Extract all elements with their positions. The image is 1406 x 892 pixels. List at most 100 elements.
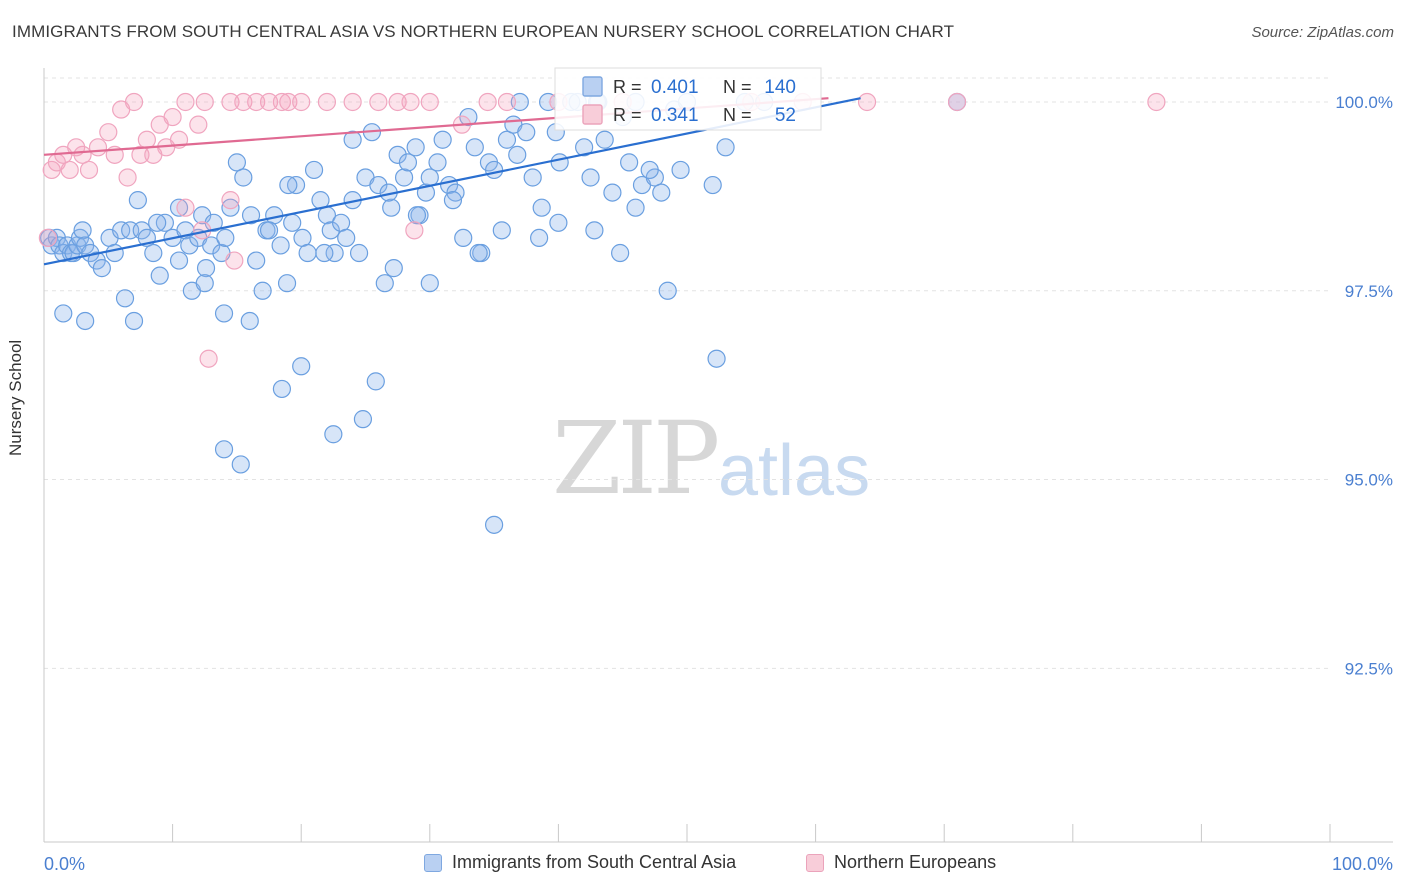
data-point-0-14 — [92, 259, 111, 278]
data-point-1-30 — [292, 92, 311, 112]
data-point-1-24 — [221, 92, 240, 112]
data-point-0-119 — [240, 311, 259, 331]
data-point-0-114 — [54, 304, 73, 323]
data-point-0-33 — [196, 259, 216, 278]
data-point-0-91 — [550, 153, 569, 172]
data-point-1-39 — [497, 92, 517, 112]
legend-label-south-central-asia: Immigrants from South Central Asia — [452, 852, 737, 872]
data-point-1-19 — [163, 107, 182, 127]
data-point-0-23 — [144, 243, 163, 263]
data-point-0-145 — [279, 175, 298, 195]
data-point-0-55 — [321, 221, 340, 240]
top-legend-r-value-1: 0.341 — [651, 105, 699, 126]
source-label: Source: ZipAtlas.com — [1251, 24, 1394, 41]
data-point-1-7 — [79, 160, 99, 180]
data-point-0-128 — [420, 274, 439, 293]
data-point-1-6 — [73, 145, 92, 164]
watermark-zip: ZIP — [552, 400, 720, 517]
data-point-0-67 — [394, 168, 414, 187]
data-point-0-38 — [221, 198, 240, 217]
data-point-0-124 — [214, 440, 234, 459]
watermark-atlas: atlas — [718, 431, 871, 511]
data-point-0-48 — [283, 213, 302, 232]
data-point-0-87 — [517, 123, 536, 142]
data-point-0-122 — [324, 425, 343, 444]
data-point-0-88 — [523, 168, 542, 187]
data-point-0-133 — [611, 243, 630, 263]
data-point-1-50 — [225, 251, 244, 270]
data-point-0-126 — [366, 372, 385, 391]
y-tick-label-2: 95.0% — [1345, 471, 1393, 490]
data-point-0-77 — [454, 228, 473, 248]
data-point-0-69 — [406, 138, 425, 157]
data-point-0-110 — [707, 349, 726, 368]
data-point-0-148 — [148, 213, 167, 232]
data-point-0-84 — [497, 130, 517, 149]
data-point-0-27 — [169, 198, 189, 217]
top-legend-r-value-0: 0.401 — [651, 77, 699, 98]
data-point-0-146 — [259, 221, 279, 240]
data-point-0-42 — [247, 251, 266, 270]
series-0 — [40, 92, 967, 534]
data-point-0-37 — [216, 228, 235, 248]
legend-item-northern-europeans[interactable]: Northern Europeans — [806, 852, 996, 873]
data-point-1-21 — [176, 92, 195, 112]
pink-swatch-icon — [806, 853, 824, 872]
legend-item-south-central-asia[interactable]: Immigrants from South Central Asia — [424, 852, 736, 873]
data-point-1-46 — [1147, 92, 1166, 112]
data-point-1-36 — [420, 92, 439, 112]
data-point-1-22 — [189, 115, 208, 134]
data-point-0-130 — [530, 228, 549, 248]
data-point-0-125 — [231, 455, 250, 474]
data-point-1-33 — [369, 92, 388, 112]
data-point-1-44 — [857, 92, 877, 112]
bottom-legend: Immigrants from South Central Asia North… — [0, 852, 1406, 878]
y-tick-label-1: 97.5% — [1345, 282, 1393, 301]
data-point-0-39 — [227, 153, 246, 172]
data-point-0-94 — [575, 138, 594, 157]
data-point-0-131 — [549, 213, 568, 232]
data-point-0-118 — [214, 304, 234, 323]
top-legend-swatch-0 — [582, 76, 603, 97]
top-legend-n-value-0: 140 — [764, 77, 796, 98]
data-point-0-64 — [375, 274, 394, 293]
data-point-0-66 — [388, 145, 407, 164]
data-point-0-24 — [150, 266, 169, 285]
data-point-0-25 — [155, 213, 174, 232]
data-point-0-104 — [652, 183, 671, 202]
data-point-0-138 — [443, 191, 463, 210]
top-legend-r-label-0: R = — [613, 77, 642, 97]
data-point-0-18 — [115, 289, 135, 308]
y-tick-label-0: 100.0% — [1335, 93, 1393, 112]
y-tick-label-3: 92.5% — [1345, 659, 1393, 678]
data-point-1-0 — [38, 228, 57, 248]
data-point-0-52 — [304, 160, 324, 180]
data-point-0-20 — [128, 191, 147, 210]
data-point-0-10 — [73, 221, 92, 240]
data-point-0-143 — [640, 160, 659, 180]
data-point-0-120 — [272, 379, 292, 399]
data-point-1-31 — [317, 92, 337, 112]
data-point-1-15 — [137, 130, 156, 149]
data-point-1-27 — [259, 92, 279, 112]
data-point-0-86 — [510, 92, 529, 112]
data-point-0-111 — [716, 138, 735, 157]
x-tick-label-0: 0.0% — [44, 854, 85, 874]
data-point-1-9 — [99, 123, 118, 142]
data-point-0-41 — [241, 206, 261, 225]
data-point-0-46 — [271, 236, 290, 255]
data-point-1-35 — [401, 92, 420, 112]
data-point-1-29 — [279, 92, 298, 112]
chart-title: IMMIGRANTS FROM SOUTH CENTRAL ASIA VS NO… — [12, 22, 955, 41]
data-point-0-100 — [620, 153, 639, 172]
data-point-1-38 — [478, 92, 497, 112]
data-point-1-23 — [195, 92, 214, 112]
blue-swatch-icon — [424, 853, 442, 872]
data-point-0-49 — [286, 175, 306, 195]
data-point-0-135 — [343, 130, 362, 149]
data-point-0-107 — [671, 160, 690, 180]
data-point-1-52 — [405, 221, 424, 240]
data-point-0-16 — [105, 243, 124, 263]
data-point-0-47 — [277, 274, 297, 293]
